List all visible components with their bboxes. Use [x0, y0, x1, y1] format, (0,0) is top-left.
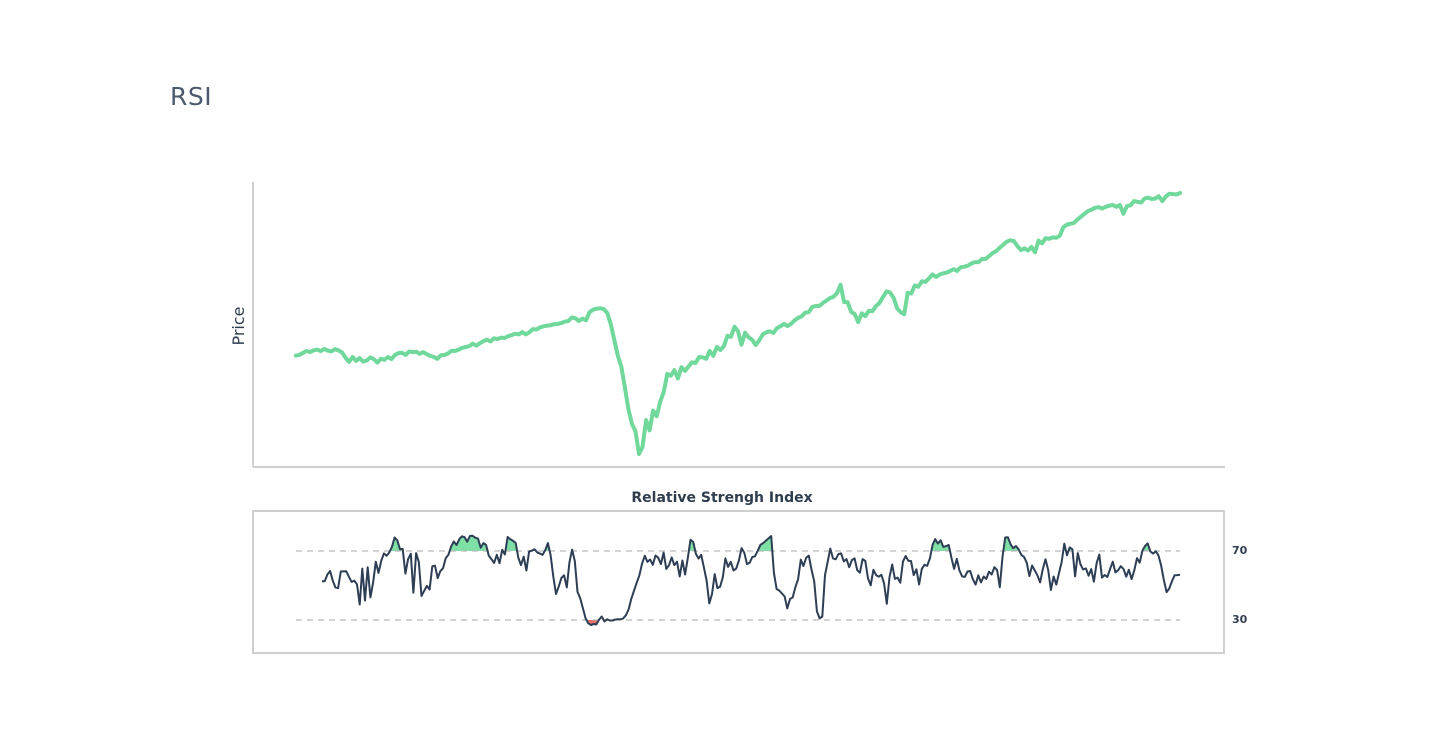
price-axis-label: Price	[229, 306, 248, 345]
rsi-fill-areas	[390, 535, 1151, 625]
overbought-fill-area	[505, 537, 518, 551]
rsi-tick-30: 30	[1232, 613, 1248, 626]
rsi-line	[322, 534, 1181, 626]
price-line	[294, 191, 1182, 456]
rsi-tick-70: 70	[1232, 544, 1248, 557]
rsi-panel: Relative Strengh Index 70 30	[252, 490, 1248, 654]
price-panel: Price	[229, 182, 1225, 468]
overbought-fill-area	[390, 537, 403, 551]
rsi-title: Relative Strengh Index	[631, 490, 812, 506]
overbought-fill-area	[757, 536, 773, 551]
rsi-frame	[252, 510, 1225, 654]
page-title: RSI	[170, 82, 213, 111]
